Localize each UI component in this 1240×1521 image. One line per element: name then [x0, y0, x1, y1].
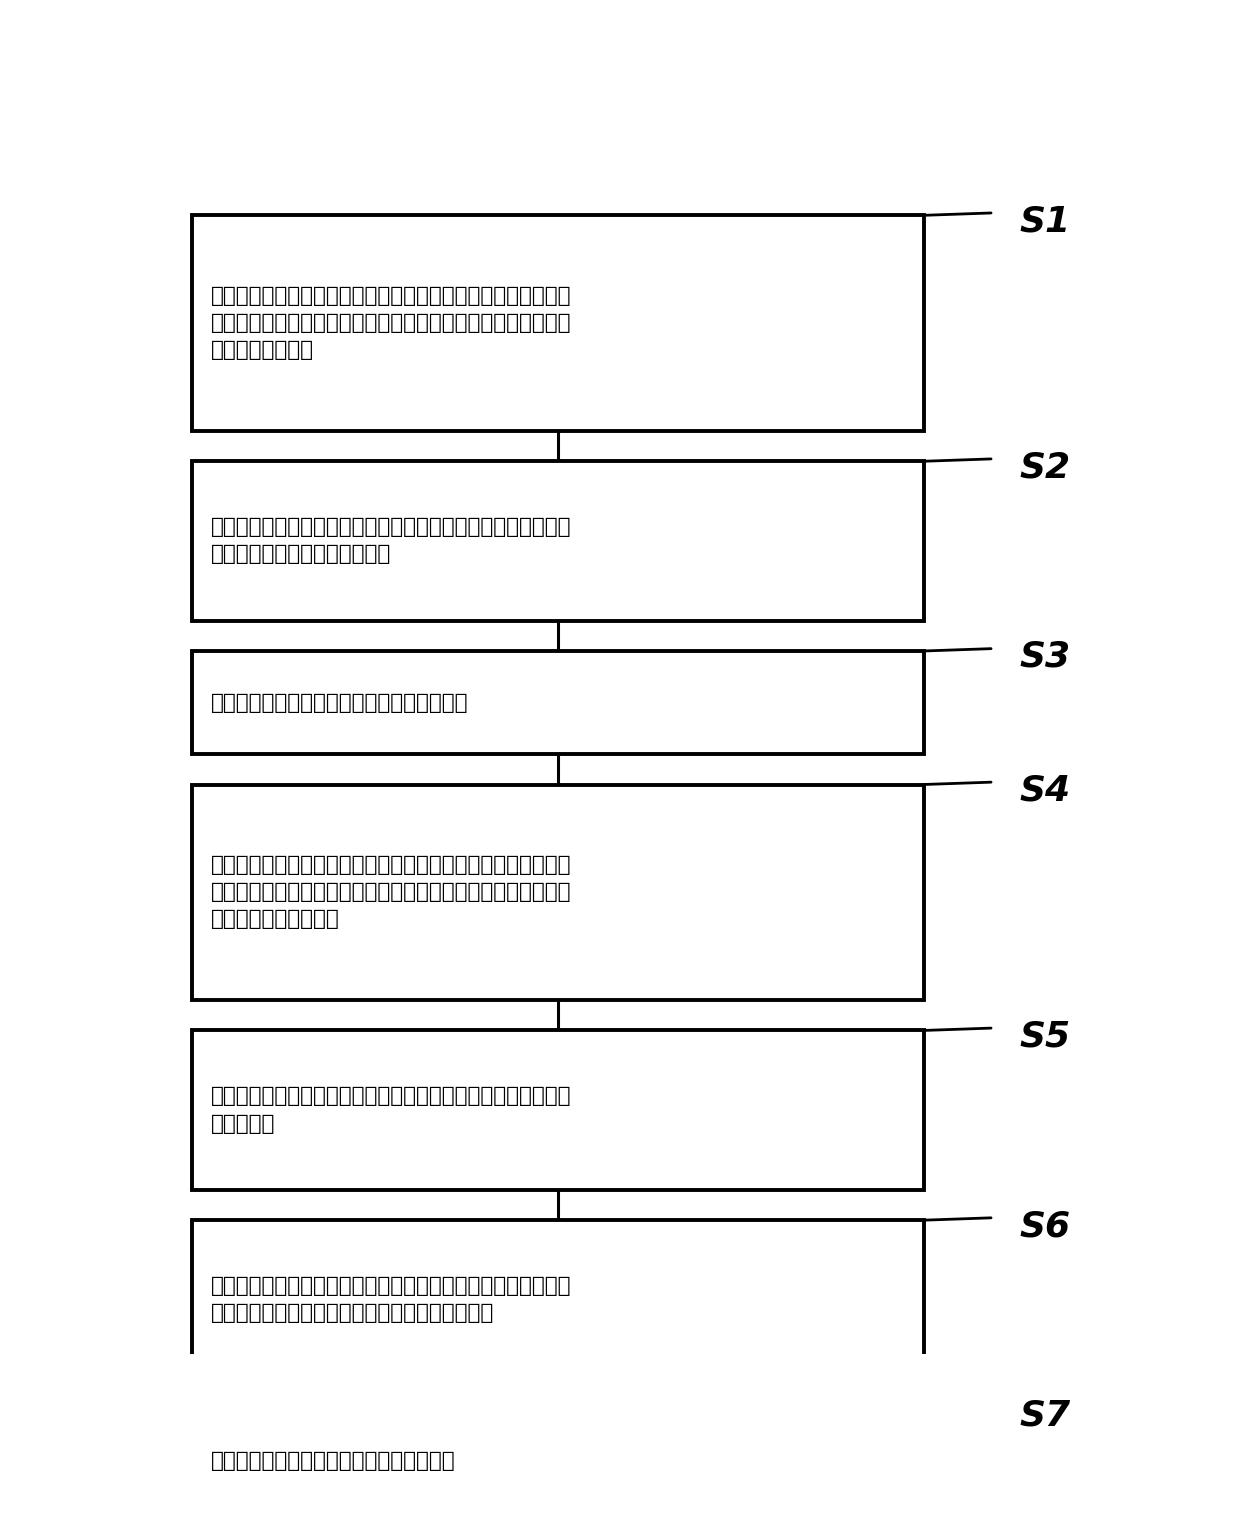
Text: 于所述源漏制备区进行第一次离子注入工艺；: 于所述源漏制备区进行第一次离子注入工艺； — [211, 692, 469, 712]
Text: S2: S2 — [1019, 450, 1071, 484]
Text: 于所述半导体衬底表面形成接触刻蚀停止层，使所述接触刻蚀停
止层覆盖所述第三侧墙薄膜两侧及所述栅极顶部；: 于所述半导体衬底表面形成接触刻蚀停止层，使所述接触刻蚀停 止层覆盖所述第三侧墙薄… — [211, 1276, 572, 1323]
Bar — [191, 1220, 924, 1380]
Bar — [191, 1030, 924, 1189]
Text: S3: S3 — [1019, 640, 1071, 674]
Bar — [191, 785, 924, 999]
Text: S4: S4 — [1019, 773, 1071, 808]
Text: S5: S5 — [1019, 1019, 1071, 1054]
Bar — [191, 1410, 924, 1513]
Bar — [191, 651, 924, 754]
Text: 于所述栅极结构外表面覆盖第一侧墙薄膜，使所述第一侧墙薄膜
覆盖所述栅极结构两侧及顶部；: 于所述栅极结构外表面覆盖第一侧墙薄膜，使所述第一侧墙薄膜 覆盖所述栅极结构两侧及… — [211, 517, 572, 564]
Bar — [191, 216, 924, 430]
Text: S6: S6 — [1019, 1209, 1071, 1243]
Text: S7: S7 — [1019, 1399, 1071, 1433]
Bar — [191, 461, 924, 621]
Text: 去除所述第一侧墙薄膜及所述第三侧墙薄膜: 去除所述第一侧墙薄膜及所述第三侧墙薄膜 — [211, 1451, 455, 1471]
Text: 提供半导体衬底，所述半导体衬底具有若干栅极结构及源漏制备
区，所述栅极结构包括浮栅，所述浮栅上表面的绝缘层及所述绝
缘层上的控制栅；: 提供半导体衬底，所述半导体衬底具有若干栅极结构及源漏制备 区，所述栅极结构包括浮… — [211, 286, 572, 360]
Text: 于所述第一侧墙薄膜表面形成第二侧墙薄膜，并于所述第二侧墙
薄膜表面形成第三侧墙薄膜，所述第三侧墙薄膜的材质与所述第
一侧墙薄膜材质相同；: 于所述第一侧墙薄膜表面形成第二侧墙薄膜，并于所述第二侧墙 薄膜表面形成第三侧墙薄… — [211, 855, 572, 929]
Text: S1: S1 — [1019, 204, 1071, 239]
Text: 于所述源漏区进行第二次离子注入工艺，并于所述源漏区形成金
属接触层；: 于所述源漏区进行第二次离子注入工艺，并于所述源漏区形成金 属接触层； — [211, 1086, 572, 1133]
